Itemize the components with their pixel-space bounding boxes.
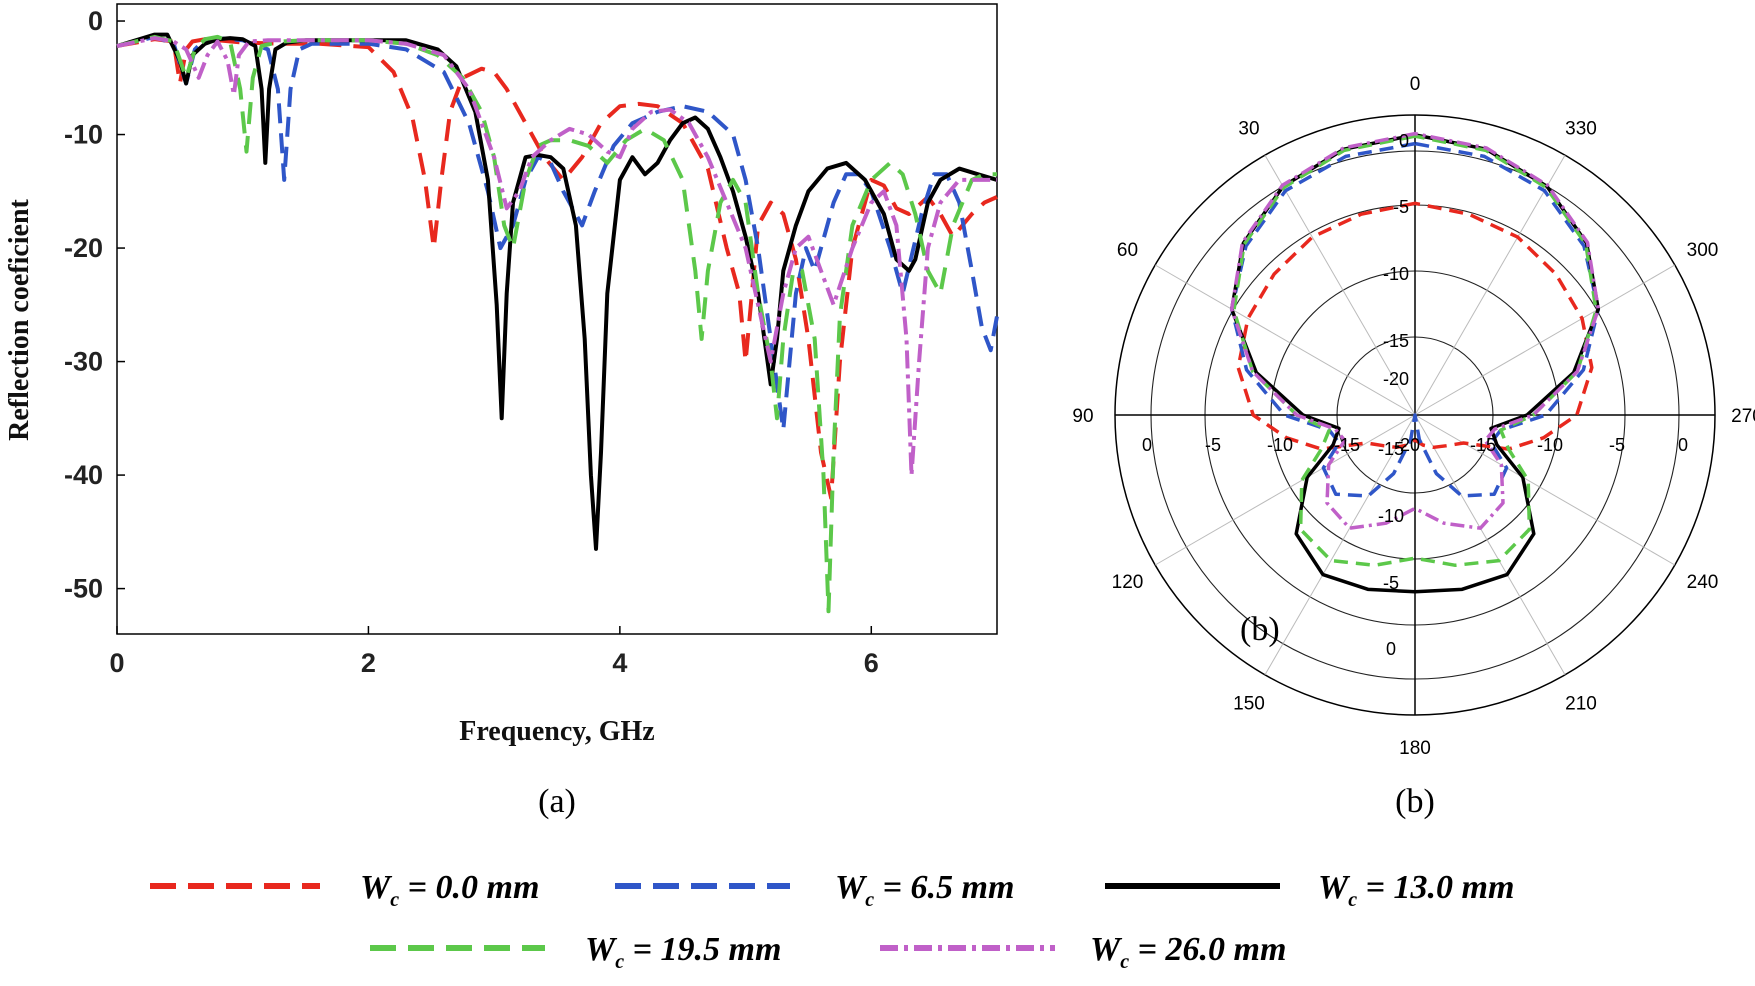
polar-radial-label: -10 bbox=[1383, 264, 1409, 284]
polar-angle-label: 240 bbox=[1687, 572, 1719, 593]
polar-angle-label: 60 bbox=[1117, 240, 1138, 261]
polar-spoke bbox=[1154, 264, 1416, 416]
y-tick-label: -50 bbox=[64, 574, 103, 604]
polar-radial-label: 0 bbox=[1386, 639, 1396, 659]
polar-angle-label: 30 bbox=[1238, 118, 1259, 139]
series-line-Wc65 bbox=[116, 34, 999, 432]
y-tick-label: -10 bbox=[64, 120, 103, 150]
series-line-Wc130 bbox=[116, 32, 998, 551]
legend-label: Wc = 13.0 mm bbox=[1318, 869, 1514, 911]
x-tick-label: 0 bbox=[109, 648, 124, 678]
y-tick-label: -20 bbox=[64, 233, 103, 263]
polar-angle-label: 150 bbox=[1233, 694, 1265, 715]
polar-series-Wc260 bbox=[1229, 131, 1601, 530]
polar-angle-label: 210 bbox=[1565, 694, 1597, 715]
caption-b: (b) bbox=[1395, 783, 1435, 820]
polar-radial-label: -15 bbox=[1383, 331, 1409, 351]
polar-angle-label: 300 bbox=[1687, 240, 1719, 261]
polar-radial-label: -20 bbox=[1383, 369, 1409, 389]
series-line-Wc00 bbox=[116, 37, 998, 500]
polar-series-Wc65 bbox=[1229, 141, 1601, 498]
x-tick-label: 2 bbox=[361, 648, 376, 678]
polar-spoke bbox=[1154, 414, 1416, 566]
polar-inset-label: (b) bbox=[1240, 611, 1280, 648]
polar-angle-label: 270 bbox=[1731, 406, 1755, 427]
polar-radial-label: -20 bbox=[1394, 435, 1420, 455]
polar-angle-label: 330 bbox=[1565, 118, 1597, 139]
series-line-Wc260 bbox=[116, 36, 997, 478]
polar-radial-label: -10 bbox=[1378, 506, 1404, 526]
legend-label: Wc = 19.5 mm bbox=[585, 931, 781, 973]
polar-spoke bbox=[1414, 414, 1676, 566]
polar-radial-label: 0 bbox=[1678, 435, 1688, 455]
y-axis-title: Reflection coeficient bbox=[4, 198, 35, 440]
y-tick-label: -30 bbox=[64, 347, 103, 377]
polar-angle-label: 90 bbox=[1072, 406, 1093, 427]
polar-radiation-chart: 0 30 60 90 120 150 180 210 240 270 300 330 0 -5 -10 -15… bbox=[1072, 74, 1755, 820]
legend-label: Wc = 6.5 mm bbox=[835, 869, 1014, 911]
polar-spoke bbox=[1414, 264, 1676, 416]
polar-series-Wc00 bbox=[1236, 201, 1594, 451]
polar-angle-label: 180 bbox=[1399, 738, 1431, 759]
polar-spoke bbox=[1414, 154, 1566, 416]
polar-radial-label: -5 bbox=[1205, 435, 1221, 455]
polar-radial-label: -5 bbox=[1383, 573, 1399, 593]
caption-a: (a) bbox=[538, 783, 576, 820]
polar-radial-label: -15 bbox=[1470, 435, 1496, 455]
y-tick-label: -40 bbox=[64, 460, 103, 490]
series-line-Wc195 bbox=[116, 34, 997, 614]
polar-radial-label: -15 bbox=[1334, 435, 1360, 455]
x-axis-title: Frequency, GHz bbox=[459, 716, 654, 747]
polar-angle-label: 0 bbox=[1410, 74, 1421, 95]
legend-label: Wc = 26.0 mm bbox=[1090, 931, 1286, 973]
polar-spoke bbox=[1414, 414, 1566, 676]
polar-radial-label: -10 bbox=[1537, 435, 1563, 455]
x-tick-label: 6 bbox=[864, 648, 879, 678]
legend: Wc = 0.0 mm Wc = 6.5 mm Wc = 13.0 mm Wc = 1… bbox=[150, 869, 1514, 973]
polar-radial-label: 0 bbox=[1399, 131, 1409, 151]
legend-label: Wc = 0.0 mm bbox=[360, 869, 539, 911]
polar-radial-label: -5 bbox=[1393, 197, 1409, 217]
polar-radial-label: -5 bbox=[1609, 435, 1625, 455]
polar-radial-label: -10 bbox=[1267, 435, 1293, 455]
polar-radial-label: -15 bbox=[1378, 439, 1404, 459]
plot-frame bbox=[116, 3, 998, 635]
polar-angle-label: 120 bbox=[1112, 572, 1144, 593]
polar-spoke bbox=[1264, 154, 1416, 416]
polar-radial-label: 0 bbox=[1142, 435, 1152, 455]
reflection-coefficient-chart: 0 2 4 6 0 -10 -20 -30 -40 -50 Frequency, GHz Refl… bbox=[4, 3, 999, 820]
x-tick-label: 4 bbox=[612, 648, 627, 678]
polar-spoke bbox=[1264, 414, 1416, 676]
y-tick-label: 0 bbox=[88, 6, 103, 36]
